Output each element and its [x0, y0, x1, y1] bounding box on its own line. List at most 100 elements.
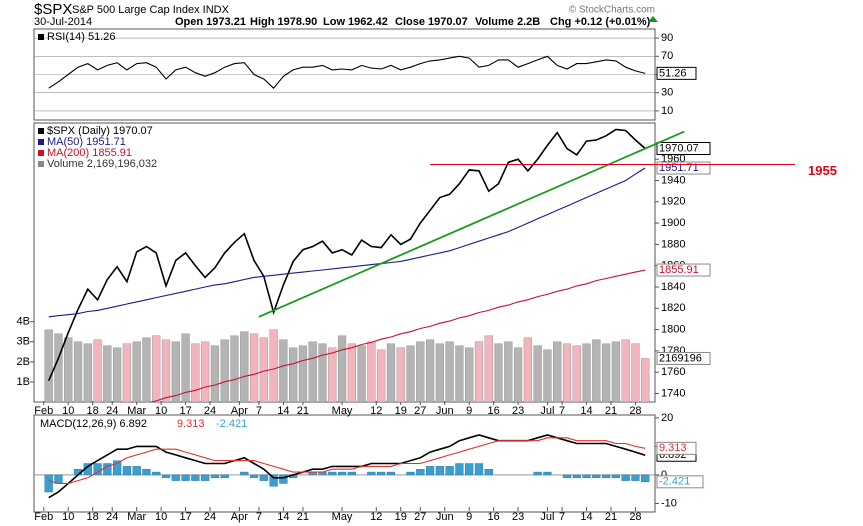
legend-swatch	[38, 128, 44, 134]
value-tag: -2.421	[659, 476, 690, 488]
x-tick-label: 21	[605, 511, 617, 523]
line	[48, 167, 646, 318]
bar	[152, 471, 161, 476]
bar	[289, 347, 298, 402]
bar	[582, 474, 591, 478]
x-tick-label: 24	[204, 511, 216, 523]
bar	[445, 341, 454, 402]
bar	[455, 463, 464, 476]
y-tick-label: 1760	[661, 366, 685, 378]
x-tick-label: 7	[256, 511, 262, 523]
value-tag-box	[656, 475, 704, 489]
bar	[83, 343, 92, 402]
bar	[220, 474, 229, 478]
bar	[142, 469, 151, 476]
line	[47, 128, 646, 382]
bar	[279, 474, 288, 484]
bar	[171, 341, 180, 402]
bar	[641, 474, 650, 483]
bar	[533, 345, 542, 402]
x-tick-label: Jun	[436, 511, 454, 523]
high: High 1978.90	[250, 16, 317, 28]
x-tick-label: Jun	[436, 405, 454, 417]
x-tick-label: 24	[106, 511, 118, 523]
x-tick-label: 18	[87, 405, 99, 417]
bar	[161, 339, 171, 402]
x-tick-label: 7	[559, 405, 565, 417]
x-tick-label: 10	[155, 511, 167, 523]
value-tag: 1855.91	[659, 264, 699, 276]
bar	[523, 337, 532, 402]
bar	[347, 471, 356, 476]
bar	[513, 347, 523, 402]
x-tick-label: Feb	[34, 511, 53, 523]
bar	[122, 466, 132, 476]
bar	[494, 343, 503, 402]
y-tick-label: 1900	[661, 217, 685, 229]
bar	[132, 466, 141, 476]
bar	[396, 347, 405, 402]
y-tick-label: -10	[661, 497, 677, 509]
bar	[533, 471, 542, 476]
value-tag-box	[656, 263, 711, 277]
bar	[592, 339, 601, 402]
y-tick-label: 10	[661, 105, 673, 117]
bar	[122, 343, 132, 402]
bar	[279, 339, 288, 402]
bar	[318, 343, 327, 402]
bar	[44, 474, 53, 493]
y-tick-label: 0	[661, 469, 667, 481]
bar	[298, 345, 308, 402]
bar	[445, 466, 454, 476]
x-tick-label: 24	[106, 405, 118, 417]
x-tick-label: 16	[488, 405, 500, 417]
y2-tick-label: 1B	[17, 376, 30, 388]
x-tick-label: 24	[204, 405, 216, 417]
bar	[230, 335, 239, 402]
x-tick-label: 27	[414, 511, 426, 523]
x-tick-label: 18	[87, 511, 99, 523]
bar	[572, 474, 581, 478]
bar	[171, 474, 180, 481]
x-tick-label: 23	[512, 511, 524, 523]
support-label: 1955	[808, 163, 837, 178]
x-tick-label: Jul	[540, 511, 554, 523]
bar	[240, 471, 249, 476]
bar	[572, 345, 581, 402]
bar	[455, 345, 464, 402]
bar	[347, 343, 356, 402]
bar	[543, 349, 552, 402]
bar	[259, 474, 268, 481]
credit: © StockCharts.com	[569, 5, 655, 16]
bar	[611, 474, 620, 478]
bar	[249, 474, 259, 478]
x-tick-label: 21	[297, 511, 309, 523]
bar	[93, 339, 102, 402]
bar	[484, 335, 493, 402]
bar	[435, 466, 444, 476]
x-tick-label: Apr	[231, 511, 248, 523]
bar	[269, 329, 278, 402]
x-tick-label: 10	[62, 405, 74, 417]
value-tag-box	[656, 441, 697, 455]
x-tick-label: 17	[179, 405, 191, 417]
bar	[161, 474, 171, 478]
plot-area	[34, 37, 655, 112]
y-tick-label: 1840	[661, 281, 685, 293]
x-tick-label: 28	[629, 405, 641, 417]
x-tick-label: 14	[580, 405, 592, 417]
volume: Volume 2.2B	[475, 16, 540, 28]
x-tick-label: 19	[395, 405, 407, 417]
legend-entry: Volume 2,169,196,032	[47, 158, 157, 170]
bar	[44, 329, 53, 402]
bar	[611, 341, 620, 402]
bar	[621, 339, 630, 402]
bar	[181, 474, 190, 481]
bar	[386, 343, 396, 402]
legend-entry: MACD(12,26,9) 6.892	[40, 418, 147, 430]
x-tick-label: 14	[580, 511, 592, 523]
trendline	[258, 130, 685, 318]
bar	[191, 343, 200, 402]
value-tag-box	[656, 161, 711, 175]
bar	[474, 463, 484, 476]
